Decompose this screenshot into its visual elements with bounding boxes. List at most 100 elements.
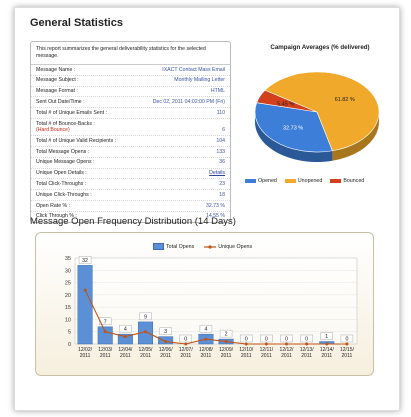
statistics-row: Total Message Opens : 133: [31, 147, 230, 158]
x-tick-label-year: 2011: [321, 353, 332, 359]
statistics-row-sublabel: (Hard Bounce): [36, 127, 70, 134]
statistics-row-value: 14.55 %: [205, 213, 225, 220]
bar-value-label: 0: [245, 337, 248, 343]
legend-label: Opened: [258, 178, 277, 184]
x-tick-label: 12/11/: [260, 347, 274, 353]
x-tick-label-year: 2011: [261, 353, 272, 359]
bar-value-label: 7: [104, 319, 107, 325]
x-tick-label-year: 2011: [80, 353, 91, 359]
bar-value-label: 32: [82, 258, 88, 264]
point-unique-opens: [204, 337, 208, 341]
statistics-row: Total Click-Throughs : 23: [31, 179, 230, 191]
bar-value-label: 4: [124, 327, 127, 333]
legend-label: Unopened: [297, 178, 323, 184]
bar-value-box: [280, 334, 293, 343]
x-tick-label-year: 2011: [342, 353, 353, 359]
statistics-row-label: Message Subject :: [36, 77, 79, 84]
statistics-row-value: 133: [216, 148, 225, 155]
statistics-row-label: Total # of Unique Valid Recipients :: [36, 137, 117, 144]
bar-total-opens: [77, 265, 93, 345]
point-unique-opens: [123, 335, 127, 339]
campaign-averages-title: Campaign Averages (% delivered): [270, 44, 370, 51]
statistics-row: Click Through % : 14.55 %: [31, 212, 230, 222]
statistics-row: Total # of Bounce-Backs : (Hard Bounce) 6: [31, 119, 230, 137]
statistics-row-value: 23: [219, 181, 225, 187]
y-tick-label: 25: [65, 281, 71, 287]
bar-value-box: [99, 317, 112, 326]
point-unique-opens: [305, 342, 309, 346]
statistics-row-value: 104: [216, 137, 225, 144]
x-tick-label: 12/10/: [239, 347, 254, 353]
point-unique-opens: [244, 342, 248, 346]
x-tick-label: 12/02/: [78, 347, 93, 353]
campaign-legend: Opened Unopened Bounced: [245, 178, 364, 184]
bar-value-box: [340, 334, 354, 343]
pie-slice-unopened: [264, 71, 380, 152]
x-tick-label: 12/04/: [118, 347, 133, 353]
bar-total-opens: [117, 333, 133, 345]
statistics-rows: Message Name : IXACT Contact Mass Email Me…: [31, 65, 230, 222]
statistics-row-label: Message Name :: [36, 66, 76, 73]
x-tick-label: 12/09/: [219, 347, 234, 353]
y-tick-label: 10: [65, 317, 71, 323]
legend-unique-opens-label: Unique Opens: [218, 243, 253, 250]
legend-total-opens-label: Total Opens: [166, 243, 195, 250]
statistics-row-label: Unique Message Opens :: [36, 159, 95, 166]
statistics-row: Unique Click-Throughs : 18: [31, 190, 230, 201]
x-tick-label: 12/15/: [340, 347, 355, 353]
bar-value-label: 1: [325, 334, 328, 340]
statistics-row-label: Message Format :: [36, 88, 78, 95]
x-tick-label: 12/07/: [179, 347, 194, 353]
bar-value-label: 2: [225, 332, 228, 338]
line-swatch-icon: [204, 244, 217, 249]
statistics-row: Total # of Unique Emails Sent : 110: [31, 108, 230, 119]
bar-value-box: [300, 334, 313, 343]
x-tick-label-year: 2011: [160, 353, 171, 359]
point-unique-opens: [184, 342, 188, 346]
legend-swatch-icon: [284, 179, 296, 183]
y-tick-label: 20: [65, 293, 71, 299]
statistics-intro: This report summarizes the general deliv…: [31, 42, 230, 65]
legend-item-opened: Opened: [245, 178, 277, 184]
x-tick-label-year: 2011: [281, 353, 292, 359]
bar-value-label: 0: [265, 337, 268, 343]
statistics-row-value: IXACT Contact Mass Email: [162, 66, 225, 73]
statistics-row-value: 110: [216, 109, 225, 116]
statistics-row-label: Click Through % :: [36, 213, 77, 220]
bar-value-box: [240, 334, 253, 343]
statistics-row: Unique Message Opens : 36: [31, 158, 230, 169]
statistics-row: Message Format : HTML: [31, 87, 230, 98]
statistics-row: Sent Out Date/Time : Dec 02, 2011 04:02:0…: [31, 97, 230, 109]
pie-label-unopened: 61.82 %: [335, 97, 355, 103]
statistics-row-label: Open Rate % :: [36, 202, 71, 209]
x-tick-label-year: 2011: [301, 353, 312, 359]
statistics-row-label: Total Message Opens :: [36, 148, 90, 155]
statistics-row-value: 6: [222, 127, 225, 134]
statistics-row-value: Dec 02, 2011 04:02:00 PM (Fri): [152, 98, 225, 105]
general-statistics-box: This report summarizes the general deliv…: [30, 41, 231, 223]
legend-total-opens: Total Opens: [153, 243, 194, 250]
statistics-row-label: Unique Open Details :: [36, 170, 87, 177]
point-unique-opens: [83, 288, 87, 292]
statistics-row-value: 36: [219, 159, 225, 166]
bar-value-box: [219, 329, 233, 338]
statistics-row: Message Name : IXACT Contact Mass Email: [31, 65, 230, 76]
x-tick-label: 12/12/: [280, 347, 295, 353]
y-tick-label: 15: [65, 305, 71, 311]
bar-value-label: 0: [345, 337, 348, 343]
bar-value-label: 0: [184, 337, 187, 343]
statistics-row-value: 32.73 %: [205, 202, 225, 209]
y-tick-label: 30: [65, 268, 71, 274]
statistics-row-label: Unique Click-Throughs :: [36, 191, 92, 198]
details-link[interactable]: Details: [209, 170, 225, 177]
campaign-averages-pie: 32.73 % 5.45 % 61.82 %: [254, 71, 380, 162]
legend-item-unopened: Unopened: [284, 178, 323, 184]
pie-slice-opened: [254, 102, 333, 153]
y-tick-label: 35: [65, 256, 71, 262]
x-tick-label: 12/08/: [199, 347, 214, 353]
pie-side-opened: [255, 110, 333, 162]
bar-value-label: 9: [144, 314, 147, 320]
statistics-row: Total # of Unique Valid Recipients : 104: [31, 136, 230, 148]
x-tick-label: 12/03/: [98, 347, 113, 353]
point-unique-opens: [144, 330, 147, 334]
